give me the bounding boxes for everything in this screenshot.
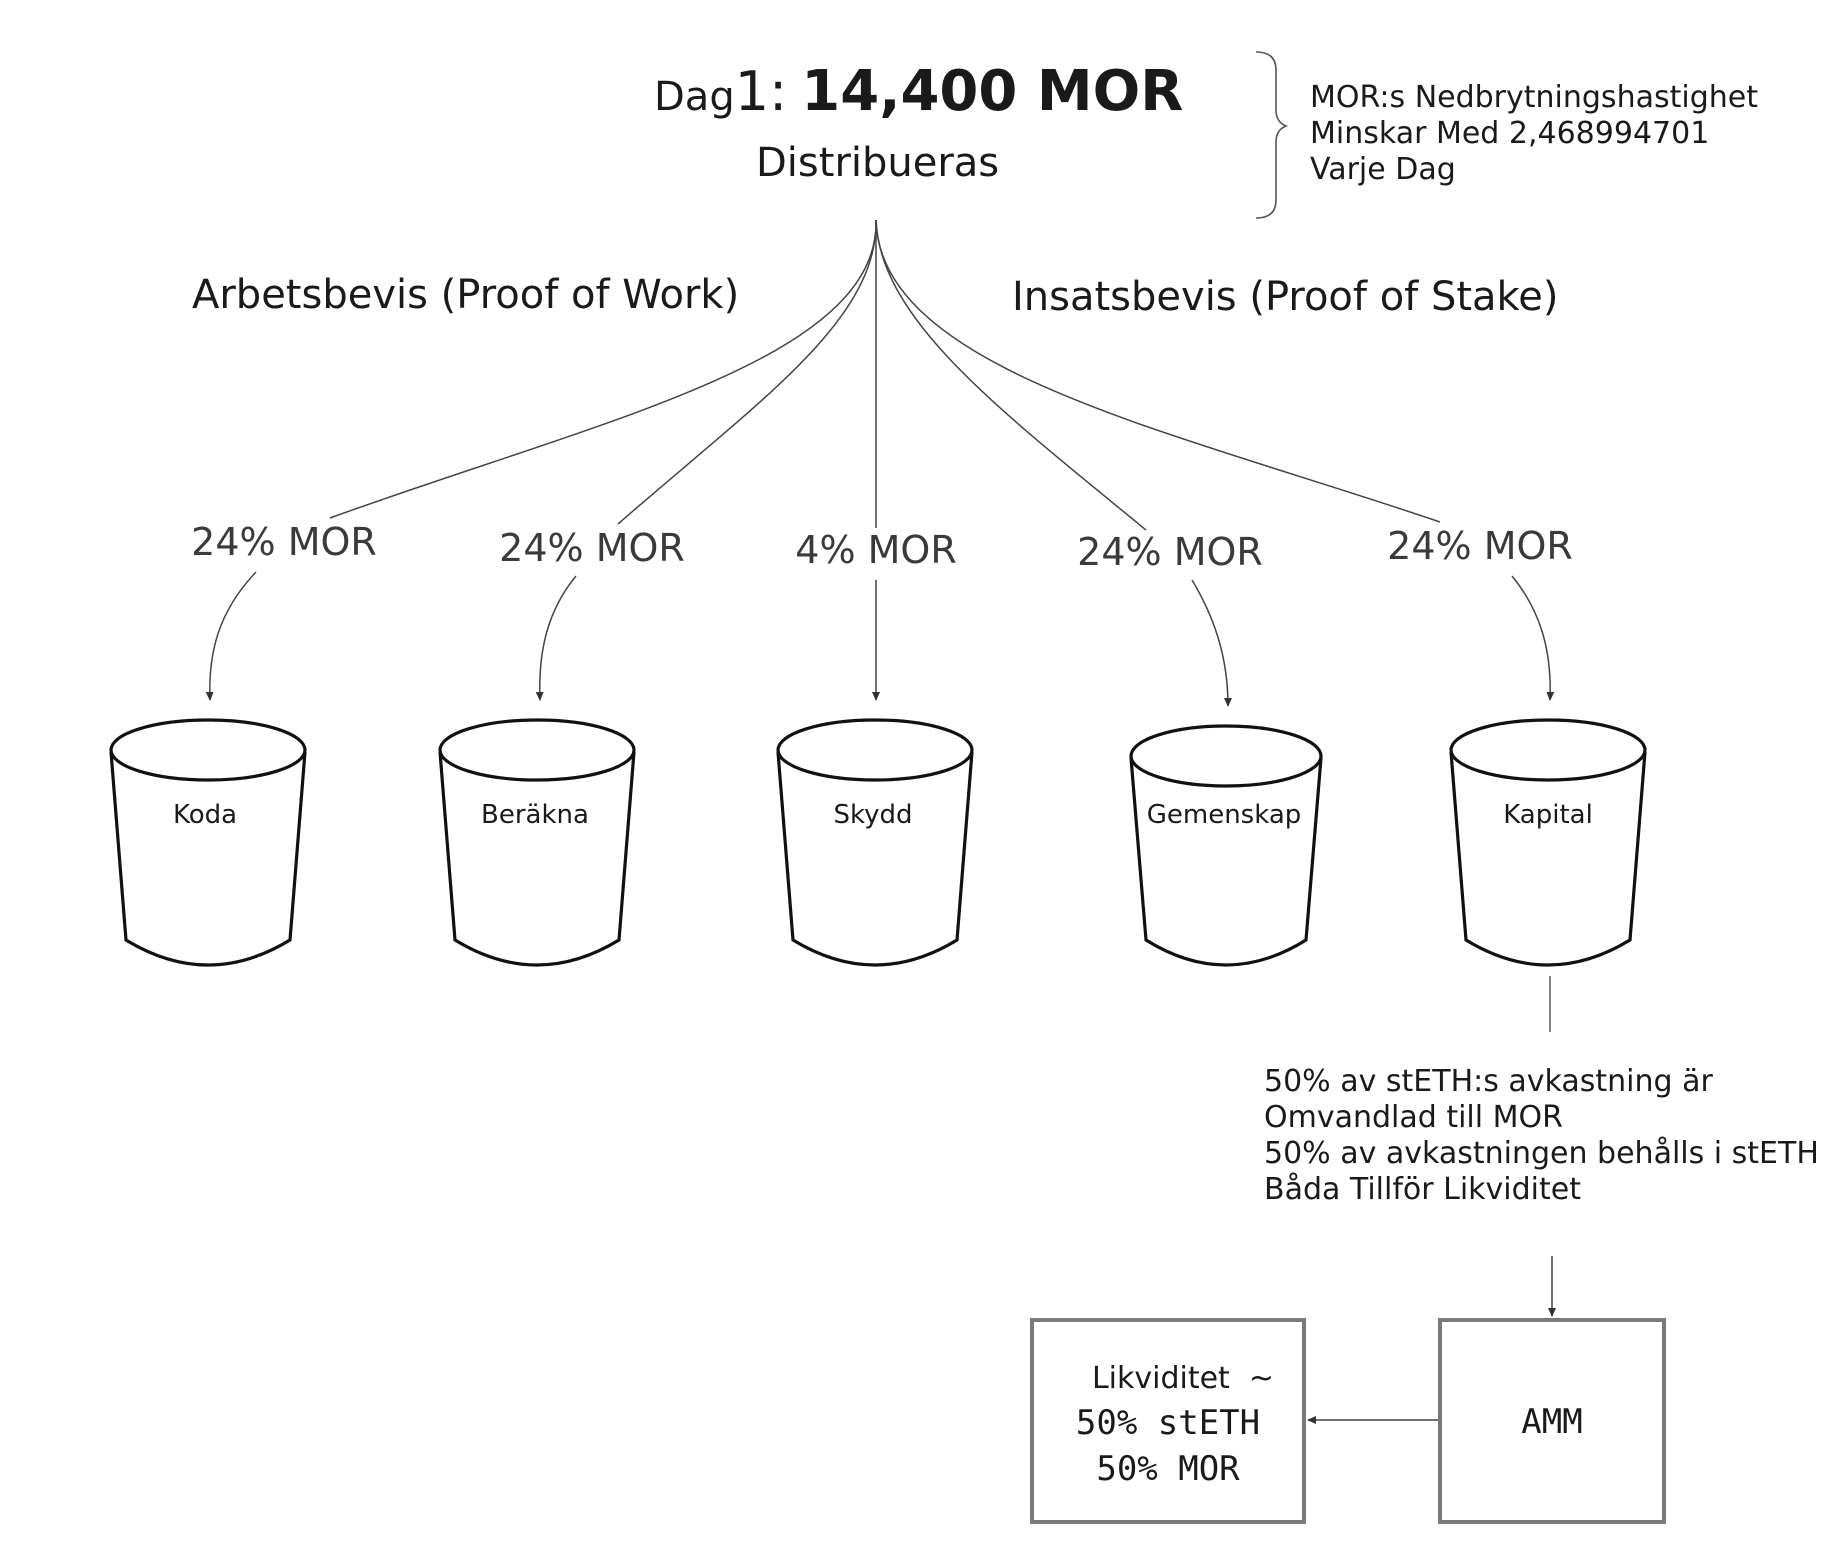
proof-of-work-heading: Arbetsbevis (Proof of Work): [192, 272, 740, 318]
amm-label: AMM: [1521, 1402, 1583, 1442]
bucket-label-skydd: Skydd: [833, 800, 913, 830]
arrow-gemenskap: [1191, 579, 1232, 707]
capital-yield-note: 50% av stETH:s avkastning är Omvandlad t…: [1264, 1064, 1819, 1207]
bucket-kapital: [1449, 718, 1647, 967]
day-prefix: Dag: [654, 74, 735, 120]
line-to-kapital: [875, 219, 1441, 523]
bucket-koda: [109, 718, 307, 967]
line-to-berakna: [617, 219, 877, 525]
distribution-subtitle: Distribueras: [756, 140, 1000, 186]
liquidity-box: [1030, 1318, 1306, 1524]
bucket-label-berakna: Beräkna: [481, 800, 589, 830]
share-skydd: 4% MOR: [795, 528, 957, 572]
arrow-berakna: [535, 575, 577, 701]
share-koda: 24% MOR: [191, 520, 377, 564]
liquidity-line-3: 50% MOR: [1096, 1449, 1240, 1489]
bucket-label-gemenskap: Gemenskap: [1146, 800, 1302, 830]
arrow-koda: [205, 571, 257, 701]
line-to-koda: [329, 219, 877, 519]
share-gemenskap: 24% MOR: [1077, 530, 1263, 574]
bucket-skydd: [776, 718, 974, 967]
amm-box: [1438, 1318, 1666, 1524]
proof-of-stake-heading: Insatsbevis (Proof of Stake): [1012, 274, 1559, 320]
bucket-label-koda: Koda: [172, 800, 238, 830]
distribution-lines: [329, 219, 1441, 531]
day-title: Dag1: 14,400 MOR: [654, 62, 1183, 127]
line-to-gemenskap: [875, 219, 1147, 531]
bucket-label-kapital: Kapital: [1503, 800, 1593, 830]
liquidity-text: Likviditet ~ 50% stETH 50% MOR: [1032, 1358, 1304, 1492]
brace-icon: [1255, 51, 1289, 219]
bucket-arrows: [205, 571, 1555, 707]
arrow-kapital: [1511, 575, 1555, 701]
mor-amount: 14,400 MOR: [801, 59, 1184, 124]
bucket-berakna: [438, 718, 636, 967]
day-number: 1:: [734, 60, 788, 123]
liquidity-line-2: 50% stETH: [1075, 1403, 1261, 1443]
decay-note: MOR:s Nedbrytningshastighet Minskar Med …: [1310, 80, 1758, 187]
share-kapital: 24% MOR: [1387, 524, 1573, 568]
share-berakna: 24% MOR: [499, 526, 685, 570]
bucket-gemenskap: [1129, 724, 1323, 967]
liquidity-line-1: Likviditet ~: [1091, 1361, 1275, 1396]
